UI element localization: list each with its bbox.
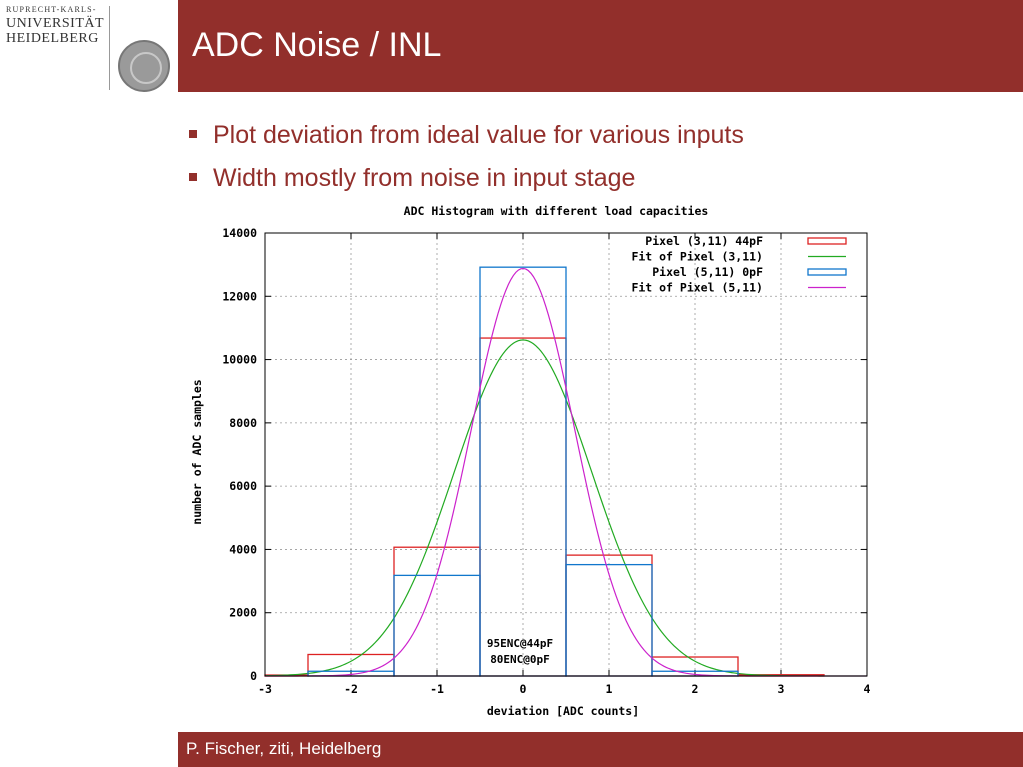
y-tick-label: 6000 bbox=[229, 479, 257, 493]
x-tick-label: 0 bbox=[520, 682, 527, 696]
x-axis-label: deviation [ADC counts] bbox=[487, 704, 639, 718]
y-tick-label: 14000 bbox=[222, 226, 257, 240]
legend-swatch-box bbox=[807, 268, 847, 276]
annotation-80enc: 80ENC@0pF bbox=[490, 653, 550, 666]
legend-label: Fit of Pixel (5,11) bbox=[631, 281, 763, 295]
x-tick-label: 1 bbox=[606, 682, 613, 696]
chart-background bbox=[180, 198, 880, 723]
title-bar: ADC Noise / INL bbox=[178, 0, 1023, 92]
adc-histogram-chart: ADC Histogram with different load capaci… bbox=[180, 198, 880, 723]
x-tick-label: -2 bbox=[344, 682, 358, 696]
chart-title: ADC Histogram with different load capaci… bbox=[404, 204, 709, 218]
y-tick-label: 4000 bbox=[229, 542, 257, 556]
legend-swatch-box bbox=[807, 237, 847, 245]
plot-frame bbox=[264, 232, 868, 677]
bullet-item-width-noise: Width mostly from noise in input stage bbox=[187, 157, 744, 200]
y-tick-label: 8000 bbox=[229, 416, 257, 430]
footer-text: P. Fischer, ziti, Heidelberg bbox=[186, 739, 382, 758]
y-axis-ticks: 0 2000 4000 6000 8000 10000 12000 14000 bbox=[222, 226, 867, 683]
annotation-95enc: 95ENC@44pF bbox=[487, 637, 553, 650]
x-tick-label: -1 bbox=[430, 682, 444, 696]
university-seal-icon bbox=[118, 40, 170, 92]
y-tick-label: 2000 bbox=[229, 606, 257, 620]
logo-divider bbox=[109, 6, 110, 90]
legend-label: Fit of Pixel (3,11) bbox=[631, 250, 763, 264]
legend-label: Pixel (5,11) 0pF bbox=[652, 265, 763, 279]
footer-bar: P. Fischer, ziti, Heidelberg bbox=[178, 732, 1023, 767]
y-tick-label: 12000 bbox=[222, 289, 257, 303]
x-tick-label: -3 bbox=[258, 682, 272, 696]
bullet-list: Plot deviation from ideal value for vari… bbox=[187, 114, 744, 200]
chart-legend: Pixel (3,11) 44pF Fit of Pixel (3,11)Pixe… bbox=[631, 234, 847, 295]
logo-line-heidelberg: HEIDELBERG bbox=[6, 31, 99, 46]
legend-label: Pixel (3,11) 44pF bbox=[645, 234, 763, 248]
x-tick-label: 3 bbox=[778, 682, 785, 696]
y-tick-label: 10000 bbox=[222, 353, 257, 367]
logo-line-ruprecht: RUPRECHT-KARLS- bbox=[6, 5, 97, 14]
y-tick-label: 0 bbox=[250, 669, 257, 683]
x-tick-label: 2 bbox=[692, 682, 699, 696]
bullet-item-plot-deviation: Plot deviation from ideal value for vari… bbox=[187, 114, 744, 157]
university-logo-text: RUPRECHT-KARLS- UNIVERSITÄT HEIDELBERG bbox=[6, 6, 104, 47]
y-axis-label: number of ADC samples bbox=[190, 379, 204, 524]
university-logo: RUPRECHT-KARLS- UNIVERSITÄT HEIDELBERG bbox=[0, 0, 178, 92]
x-tick-label: 4 bbox=[864, 682, 871, 696]
logo-line-universitaet: UNIVERSITÄT bbox=[6, 16, 105, 31]
slide-title: ADC Noise / INL bbox=[192, 26, 442, 64]
